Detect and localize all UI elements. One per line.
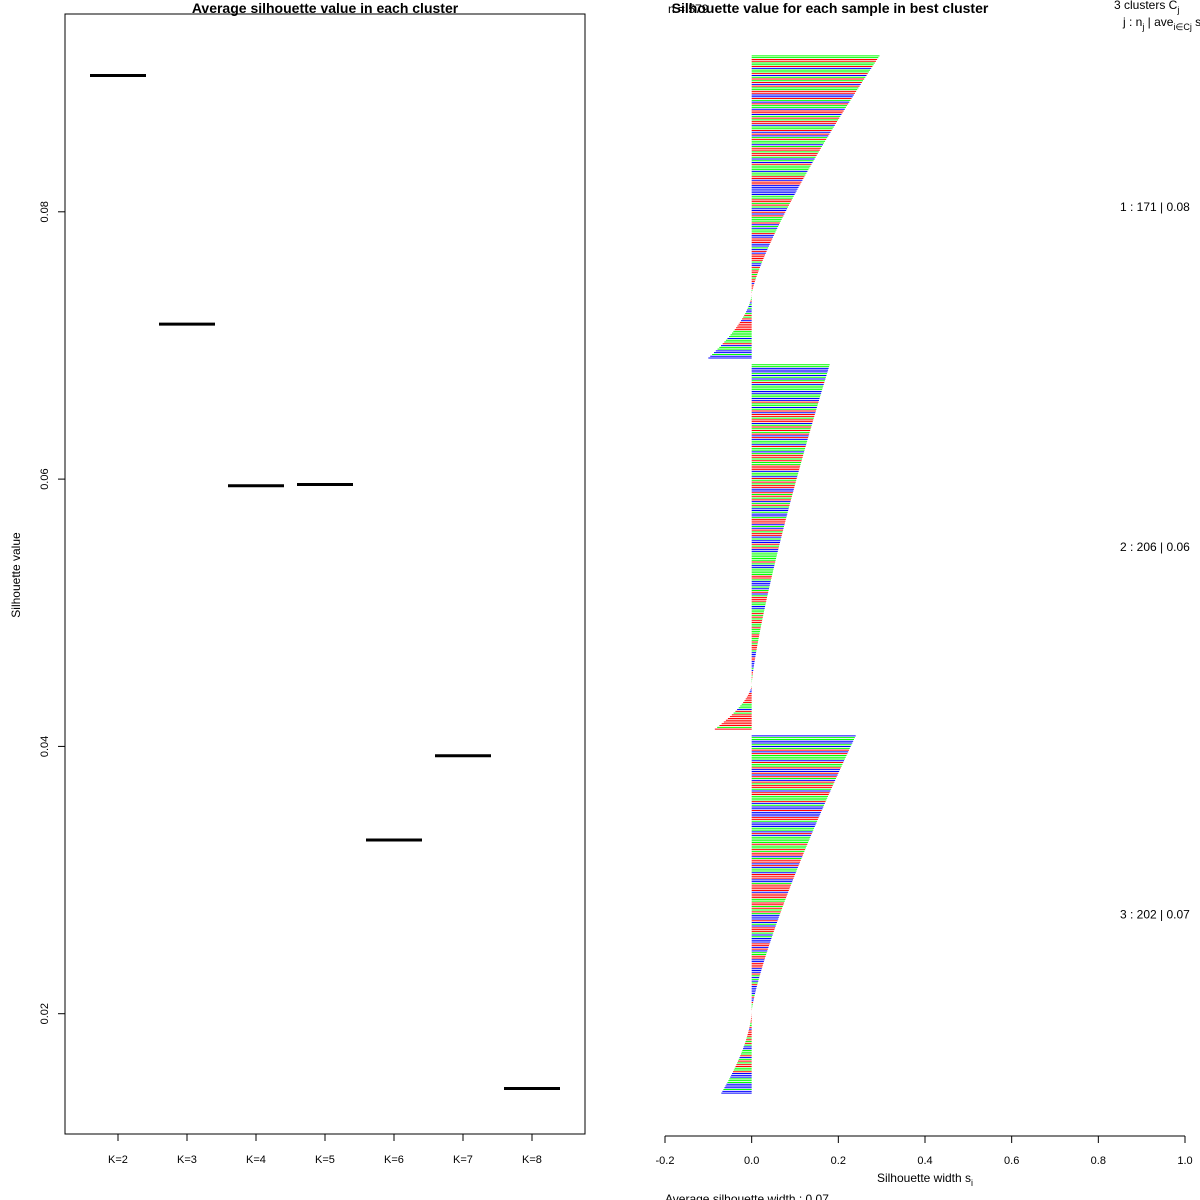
legend-row-cluster-3: 3 : 202 | 0.07 — [1120, 908, 1190, 922]
right-x-tick-label: 1.0 — [1177, 1155, 1192, 1167]
legend-rows: 1 : 171 | 0.08 2 : 206 | 0.06 3 : 202 | 0.… — [1120, 200, 1190, 922]
cluster-legend: 3 clusters Cj j : nj | avei∈Cj s 1 : 171… — [1114, 0, 1200, 922]
left-y-axis: 0.02 0.04 0.06 0.08 — [39, 201, 65, 1024]
legend-row-cluster-2: 2 : 206 | 0.06 — [1120, 540, 1190, 554]
left-y-tick-label: 0.04 — [39, 736, 51, 757]
left-plot-frame — [64, 13, 586, 1135]
right-x-tick-label: -0.2 — [656, 1155, 675, 1167]
right-x-tick-label: 0.6 — [1004, 1155, 1019, 1167]
left-x-tick-label: K=2 — [108, 1154, 128, 1166]
left-x-tick-label: K=3 — [177, 1154, 197, 1166]
right-chart-title: Silhouette value for each sample in best… — [672, 0, 989, 16]
legend-header-clusters-main: 3 clusters C — [1114, 0, 1178, 12]
right-x-axis-label: Silhouette width si — [877, 1171, 973, 1188]
left-x-tick-label: K=4 — [246, 1154, 266, 1166]
right-x-tick-label: 0.8 — [1091, 1155, 1106, 1167]
legend-header-columns-sub: j — [1141, 22, 1144, 32]
average-silhouette-footer: Average silhouette width : 0.07 — [665, 1192, 829, 1200]
legend-header-clusters: 3 clusters Cj — [1114, 0, 1179, 15]
right-x-tick-label: 0.4 — [917, 1155, 932, 1167]
left-panel: Average silhouette value in each cluster… — [9, 0, 586, 1166]
right-x-axis-label-sub: i — [971, 1178, 973, 1188]
left-y-tick-label: 0.02 — [39, 1003, 51, 1024]
left-y-tick-label: 0.06 — [39, 468, 51, 489]
legend-header-clusters-sub: j — [1176, 5, 1179, 15]
left-x-tick-label: K=5 — [315, 1154, 335, 1166]
legend-header-columns: j : nj | avei∈Cj s — [1122, 15, 1200, 32]
left-x-axis: K=2 K=3 K=4 K=5 K=6 K=7 K=8 — [108, 1134, 542, 1166]
left-marks — [90, 73, 560, 1091]
legend-header-columns-main: j : n — [1122, 15, 1142, 29]
right-x-tick-label: 0.0 — [744, 1155, 759, 1167]
legend-header-columns-ave: | ave — [1144, 15, 1173, 29]
right-overlap-label: n = 579 — [668, 2, 709, 16]
right-panel: n = 579 Silhouette value for each sample… — [656, 0, 1200, 1200]
left-chart-title: Average silhouette value in each cluster — [192, 0, 459, 16]
left-y-tick-label: 0.08 — [39, 201, 51, 222]
left-x-tick-label: K=8 — [522, 1154, 542, 1166]
legend-row-cluster-1: 1 : 171 | 0.08 — [1120, 200, 1190, 214]
right-x-axis: -0.2 0.0 0.2 0.4 0.6 0.8 1.0 — [656, 1135, 1193, 1167]
silhouette-bars — [708, 55, 880, 1094]
legend-header-columns-tail: s — [1192, 15, 1200, 29]
left-x-tick-label: K=6 — [384, 1154, 404, 1166]
left-x-tick-label: K=7 — [453, 1154, 473, 1166]
right-x-tick-label: 0.2 — [831, 1155, 846, 1167]
right-x-axis-label-main: Silhouette width s — [877, 1171, 971, 1185]
left-y-axis-label: Silhouette value — [9, 532, 23, 618]
legend-header-columns-sub2: i∈Cj — [1173, 22, 1191, 32]
